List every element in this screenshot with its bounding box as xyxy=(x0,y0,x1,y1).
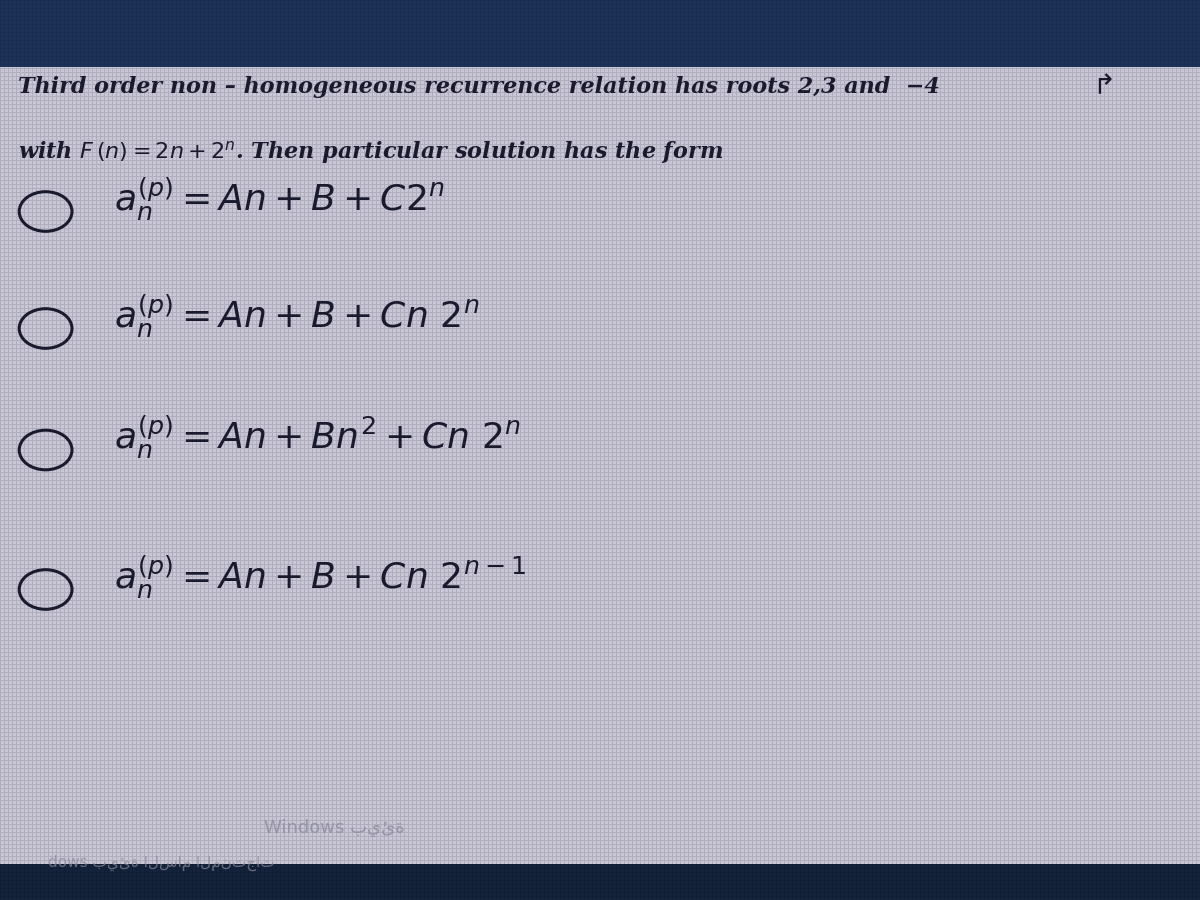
Text: $a^{(p)}_n = An + B + Cn\ 2^n$: $a^{(p)}_n = An + B + Cn\ 2^n$ xyxy=(114,292,480,339)
Text: Third order non – homogeneous recurrence relation has roots 2,3 and  −4: Third order non – homogeneous recurrence… xyxy=(18,76,940,98)
Text: $a^{(p)}_n = An + B + C2^n$: $a^{(p)}_n = An + B + C2^n$ xyxy=(114,176,445,222)
Text: ↱: ↱ xyxy=(1092,72,1115,100)
Text: with $F\,(n)=2n+2^n$. Then particular solution has the form: with $F\,(n)=2n+2^n$. Then particular so… xyxy=(18,140,724,166)
Text: $a^{(p)}_n = An + Bn^2 + Cn\ 2^n$: $a^{(p)}_n = An + Bn^2 + Cn\ 2^n$ xyxy=(114,414,521,461)
Text: dows بيئة السام المنتجات: dows بيئة السام المنتجات xyxy=(48,855,275,871)
Text: Windows بيئة: Windows بيئة xyxy=(264,819,404,837)
Text: $a^{(p)}_n = An + B + Cn\ 2^{n-1}$: $a^{(p)}_n = An + B + Cn\ 2^{n-1}$ xyxy=(114,554,526,600)
